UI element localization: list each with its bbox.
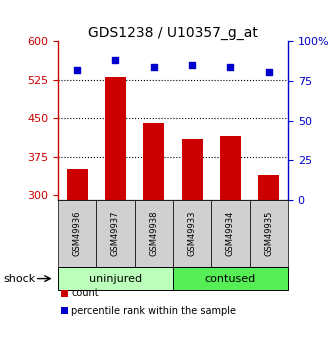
Point	[151, 64, 157, 70]
Bar	[143, 123, 164, 200]
Text: GSM49938: GSM49938	[149, 211, 158, 256]
Text: GSM49934: GSM49934	[226, 211, 235, 256]
Text: uninjured: uninjured	[89, 274, 142, 284]
Text: GSM49933: GSM49933	[188, 211, 197, 256]
Point	[113, 58, 118, 63]
Text: count: count	[71, 288, 99, 298]
Bar	[220, 136, 241, 200]
Text: GSM49937: GSM49937	[111, 211, 120, 256]
Point	[266, 69, 271, 74]
Title: GDS1238 / U10357_g_at: GDS1238 / U10357_g_at	[88, 26, 258, 40]
Bar	[105, 77, 126, 200]
Bar	[67, 169, 88, 200]
Point	[228, 64, 233, 70]
Text: GSM49936: GSM49936	[72, 211, 82, 256]
Text: GSM49935: GSM49935	[264, 211, 273, 256]
Bar	[258, 175, 279, 200]
Bar	[182, 139, 203, 200]
Point	[189, 62, 195, 68]
Point	[74, 67, 80, 73]
Text: shock: shock	[3, 274, 35, 284]
Text: contused: contused	[205, 274, 256, 284]
Text: percentile rank within the sample: percentile rank within the sample	[71, 306, 236, 315]
